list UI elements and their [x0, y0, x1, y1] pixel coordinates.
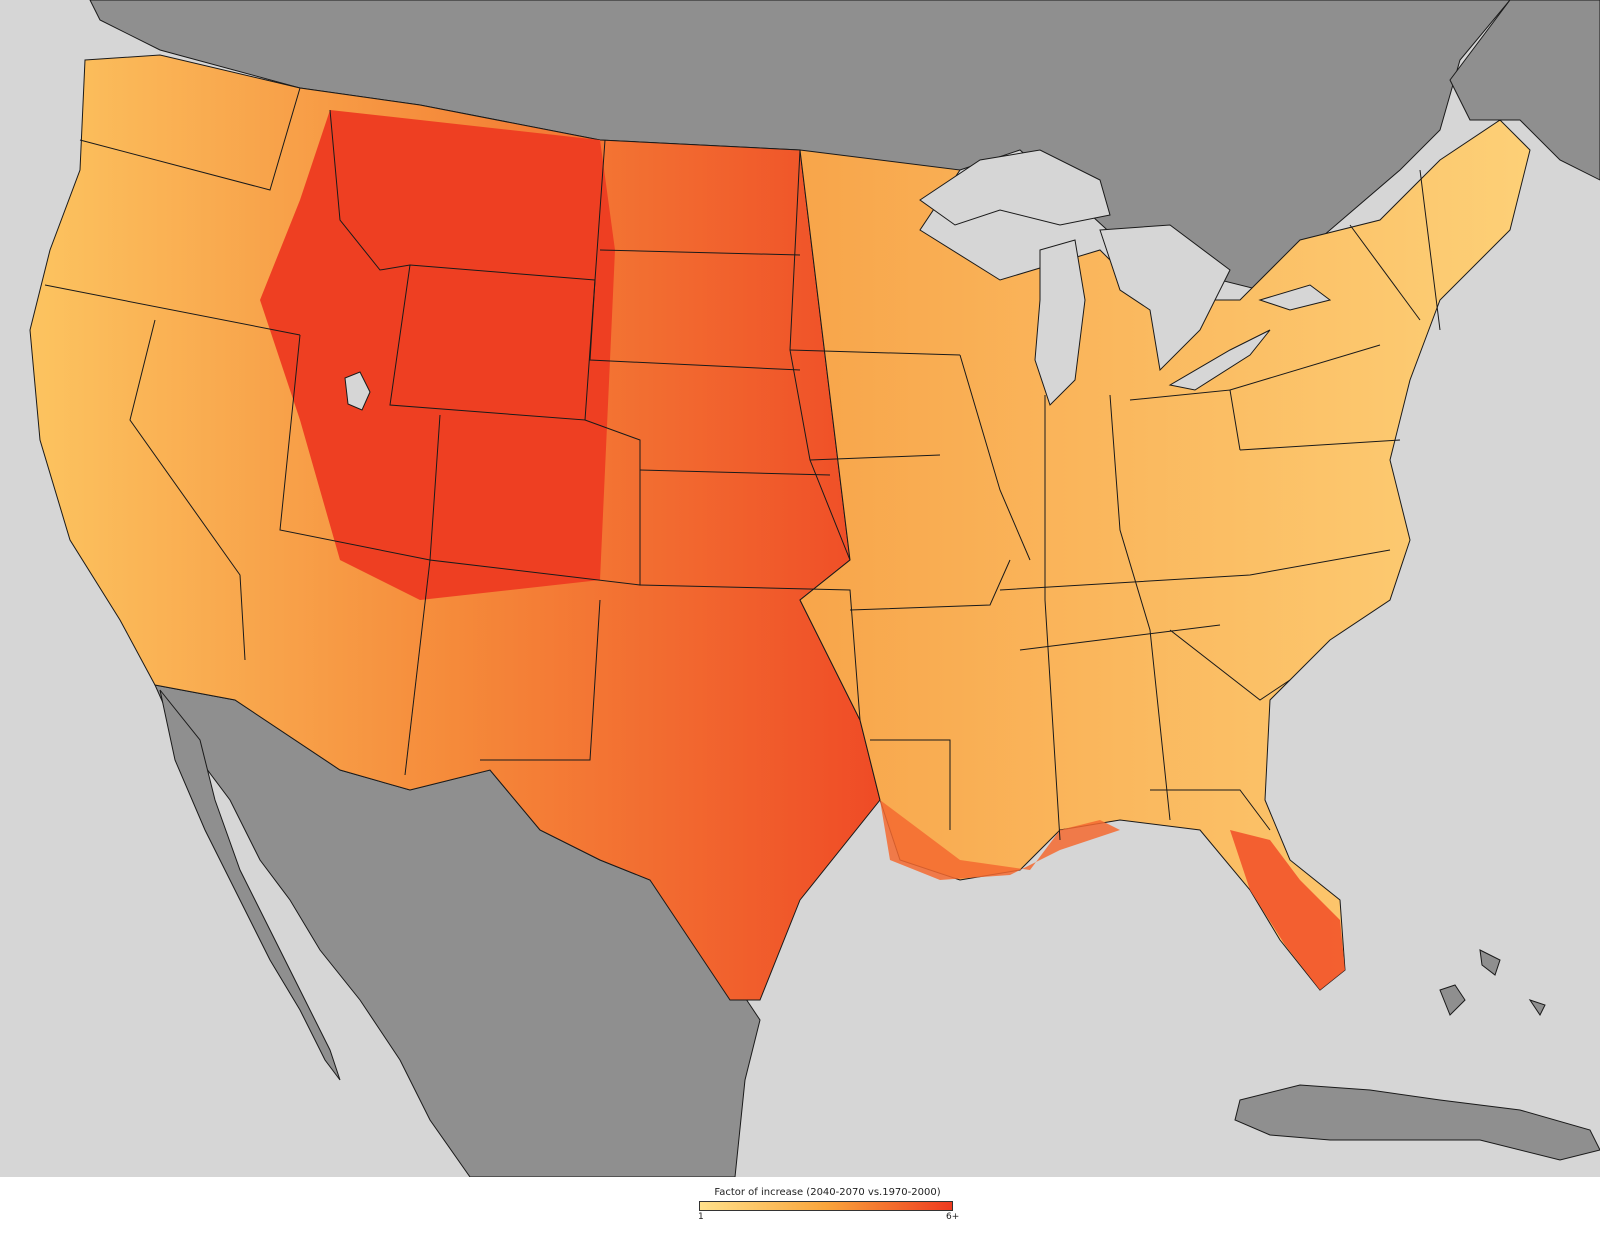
cuba	[1234, 1084, 1600, 1161]
legend-color-bar	[699, 1201, 953, 1211]
us-gulf-coast	[880, 800, 1120, 880]
great-salt-lake	[344, 371, 371, 411]
state-borders	[44, 87, 1441, 841]
us-mountain-hotspot	[260, 110, 615, 600]
lake-ontario	[1258, 284, 1332, 311]
legend-min-label: 1	[698, 1212, 704, 1222]
lake-huron	[1099, 224, 1231, 372]
us-map	[0, 0, 1600, 1177]
lake-erie	[1168, 329, 1271, 391]
nova-scotia	[1449, 0, 1600, 181]
us-florida	[1230, 830, 1345, 990]
bahamas	[1439, 949, 1546, 1016]
map-area	[0, 0, 1600, 1177]
legend-title: Factor of increase (2040-2070 vs.1970-20…	[714, 1187, 941, 1198]
lake-michigan	[1034, 239, 1086, 406]
lake-superior	[919, 149, 1111, 226]
legend: Factor of increase (2040-2070 vs.1970-20…	[0, 1177, 1600, 1235]
us-east-region	[799, 119, 1531, 991]
legend-max-label: 6+	[946, 1212, 960, 1222]
baja-california	[159, 689, 341, 1081]
